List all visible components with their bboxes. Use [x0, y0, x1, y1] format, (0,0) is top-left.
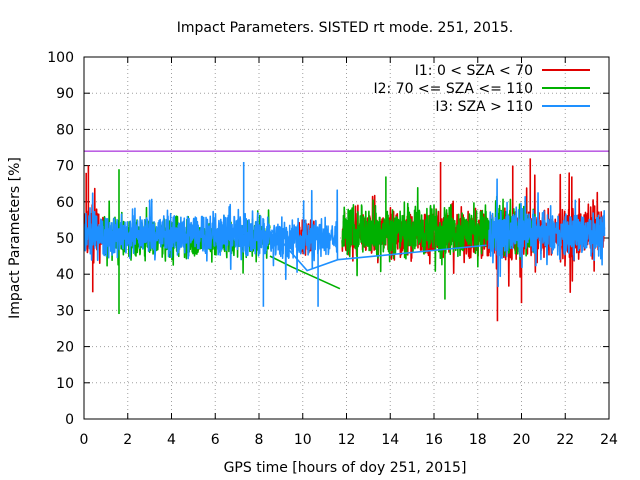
legend-label-i3: I3: SZA > 110 — [435, 99, 533, 115]
y-tick-label: 10 — [56, 376, 74, 392]
y-tick-label: 60 — [56, 195, 74, 211]
series-group — [84, 158, 606, 322]
series-connector — [269, 255, 341, 290]
legend-label-i2: I2: 70 <= SZA <= 110 — [373, 81, 533, 97]
series-line-segment — [271, 189, 339, 281]
series-connector — [271, 230, 487, 272]
x-tick-label: 12 — [338, 432, 356, 448]
x-tick-label: 10 — [294, 432, 312, 448]
x-tick-label: 0 — [80, 432, 89, 448]
y-tick-label: 90 — [56, 86, 74, 102]
x-tick-label: 16 — [425, 432, 443, 448]
plot-frame — [83, 56, 610, 420]
x-tick-label: 2 — [123, 432, 132, 448]
x-tick-label: 4 — [167, 432, 176, 448]
x-tick-label: 24 — [600, 432, 618, 448]
x-tick-label: 14 — [381, 432, 399, 448]
y-tick-label: 70 — [56, 159, 74, 175]
plot-area — [84, 150, 609, 322]
x-tick-label: 6 — [211, 432, 220, 448]
y-tick-label: 80 — [56, 122, 74, 138]
x-axis-label: GPS time [hours of doy 251, 2015] — [224, 460, 467, 476]
y-axis-label: Impact Parameters [%] — [7, 157, 23, 319]
x-tick-label: 20 — [513, 432, 531, 448]
y-tick-label: 20 — [56, 340, 74, 356]
legend-label-i1: I1: 0 < SZA < 70 — [415, 63, 533, 79]
tick-labels: 0 2 4 6 8 10 12 14 16 18 20 22 240102030405060708090… — [47, 50, 618, 448]
series-line-segment — [84, 192, 273, 271]
legend: I1: 0 < SZA < 70 I2: 70 <= SZA <= 110 I3… — [373, 63, 590, 115]
y-tick-label: 0 — [65, 412, 74, 428]
chart-title: Impact Parameters. SISTED rt mode. 251, … — [177, 20, 513, 36]
tick-marks — [83, 56, 610, 420]
y-tick-label: 100 — [47, 50, 74, 66]
series-line-segment — [487, 178, 606, 288]
x-tick-label: 8 — [255, 432, 264, 448]
x-tick-label: 18 — [469, 432, 487, 448]
series-3 — [84, 161, 606, 307]
y-tick-label: 30 — [56, 303, 74, 319]
y-tick-label: 40 — [56, 267, 74, 283]
x-tick-label: 22 — [556, 432, 574, 448]
y-tick-label: 50 — [56, 231, 74, 247]
